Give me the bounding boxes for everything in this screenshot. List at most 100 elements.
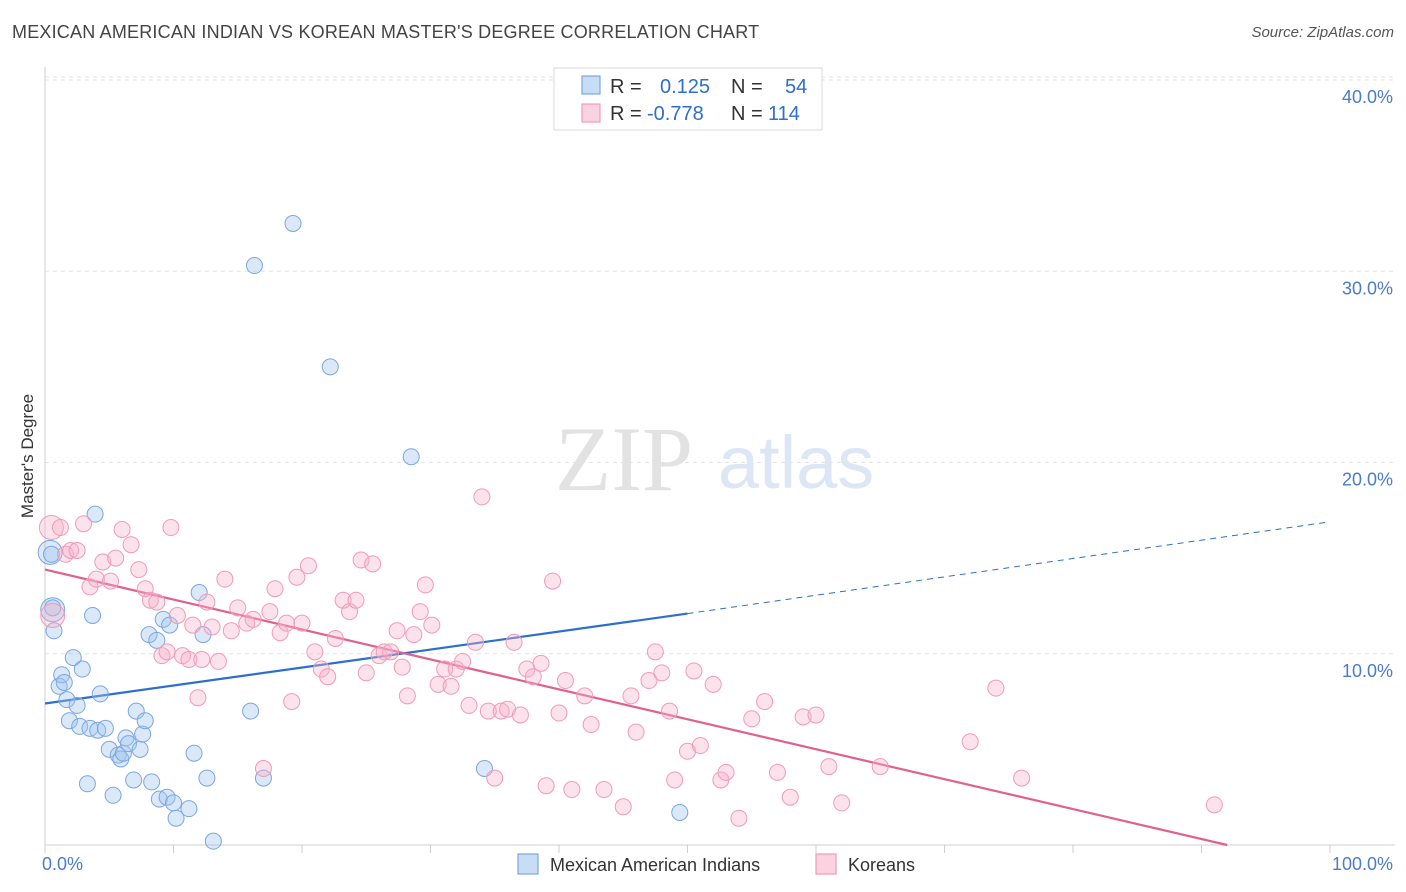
legend-r-value-2: -0.778	[647, 103, 704, 125]
data-point-0-27	[127, 702, 145, 720]
data-point-1-4	[75, 515, 93, 533]
data-point-0-51	[402, 448, 420, 466]
data-point-0-0	[42, 545, 60, 563]
data-point-1-63	[436, 660, 454, 678]
data-point-1-98	[704, 675, 722, 693]
data-point-1-51	[364, 555, 382, 573]
data-point-1-10	[113, 520, 131, 538]
data-point-1-8	[102, 572, 120, 590]
data-point-1-69	[473, 488, 491, 506]
data-point-1-50	[357, 664, 375, 682]
data-point-1-55	[388, 622, 406, 640]
data-point-1-68	[466, 633, 484, 651]
legend-box: R = 0.125 N = 54 R = -0.778 N = 114	[553, 67, 823, 131]
bottom-legend-swatch-blue	[517, 853, 539, 875]
data-point-0-12	[78, 775, 96, 793]
data-point-1-96	[685, 662, 703, 680]
data-point-0-33	[148, 631, 166, 649]
watermark: ZIP atlas	[555, 408, 874, 510]
data-point-0-48	[254, 769, 272, 787]
trend-line-1	[44, 568, 1228, 847]
data-point-0-18	[96, 719, 114, 737]
data-point-0-29	[134, 725, 152, 743]
legend-n-label-1: N =	[731, 76, 763, 98]
data-point-1-34	[261, 603, 279, 621]
data-point-1-111	[961, 733, 979, 751]
data-point-1-81	[550, 704, 568, 722]
tick-labels: 10.0% 20.0% 30.0% 40.0% 0.0% 100.0%	[42, 87, 1393, 874]
data-point-1-100	[717, 763, 735, 781]
data-point-1-64	[442, 677, 460, 695]
data-point-1-112	[987, 679, 1005, 697]
data-point-1-87	[614, 798, 632, 816]
data-point-0-41	[185, 744, 203, 762]
legend-swatch-blue	[581, 75, 601, 95]
data-point-1-24	[193, 650, 211, 668]
data-point-1-85	[582, 716, 600, 734]
data-point-1-41	[299, 557, 317, 575]
data-point-0-19	[100, 740, 118, 758]
data-point-1-57	[398, 687, 416, 705]
data-point-1-90	[640, 672, 658, 690]
x-tick-label-0: 0.0%	[42, 854, 83, 874]
data-point-1-80	[544, 572, 562, 590]
data-point-1-48	[347, 591, 365, 609]
data-point-1-33	[254, 760, 272, 777]
data-point-1-78	[532, 654, 550, 672]
data-point-0-26	[125, 771, 143, 789]
data-point-1-83	[563, 781, 581, 799]
data-point-0-17	[91, 685, 109, 703]
data-point-1-84	[576, 687, 594, 705]
data-point-1-40	[293, 614, 311, 632]
data-point-1-60	[416, 576, 434, 594]
data-point-0-39	[167, 809, 185, 827]
data-point-1-0	[51, 519, 69, 537]
legend-n-value-2: 114	[768, 103, 800, 125]
data-point-1-14	[141, 591, 159, 609]
data-point-1-53	[375, 643, 393, 661]
trend-line-0	[44, 612, 688, 705]
watermark-zip: ZIP	[555, 408, 693, 510]
data-point-1-9	[107, 549, 125, 567]
data-point-1-94	[666, 771, 684, 789]
data-point-0-47	[245, 257, 263, 275]
data-point-1-2	[62, 541, 80, 559]
data-point-1-108	[820, 758, 838, 776]
data-point-1-102	[743, 710, 761, 728]
y-tick-label-3: 40.0%	[1342, 87, 1393, 107]
data-point-0-10	[71, 717, 89, 735]
legend-swatch-pink	[581, 103, 601, 123]
trend-lines	[44, 521, 1331, 847]
data-point-1-35	[266, 580, 284, 598]
data-point-1-107	[807, 706, 825, 724]
data-point-1-38	[283, 693, 301, 711]
data-point-1-23	[189, 689, 207, 707]
large-point-0-1	[40, 597, 66, 623]
large-point-1-1	[40, 603, 66, 628]
data-point-0-15	[86, 505, 104, 523]
legend-n-label-2: N =	[731, 103, 763, 125]
data-point-0-45	[204, 832, 222, 850]
data-point-1-26	[203, 618, 221, 636]
data-point-1-12	[130, 561, 148, 579]
data-point-1-15	[148, 593, 166, 611]
data-point-0-32	[143, 773, 161, 791]
legend-r-value-1: 0.125	[660, 76, 710, 98]
bottom-legend: Mexican American Indians Koreans	[517, 853, 915, 875]
data-point-1-93	[661, 702, 679, 720]
grid-lines	[45, 76, 1395, 655]
data-point-0-40	[180, 800, 198, 818]
data-point-1-45	[326, 629, 344, 647]
data-point-0-5	[55, 673, 73, 691]
data-point-0-9	[68, 696, 86, 714]
data-point-1-56	[393, 658, 411, 676]
data-point-1-17	[158, 643, 176, 661]
data-point-1-21	[180, 650, 198, 668]
data-points	[37, 214, 1223, 850]
data-point-1-58	[405, 626, 423, 644]
data-point-0-8	[64, 649, 82, 667]
data-point-1-25	[198, 593, 216, 611]
data-point-0-49	[284, 214, 302, 232]
y-tick-label-2: 30.0%	[1342, 278, 1393, 298]
